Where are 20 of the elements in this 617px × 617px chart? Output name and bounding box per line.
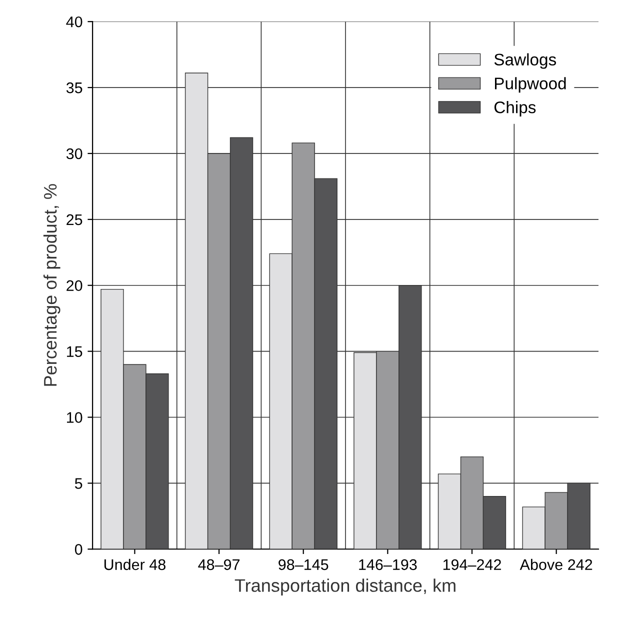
- x-tick-label: Under 48: [104, 558, 166, 570]
- y-tick-label: 25: [66, 214, 82, 226]
- legend-label: Sawlogs: [494, 53, 556, 69]
- legend-label: Chips: [494, 101, 536, 117]
- x-tick-label: 98–145: [278, 559, 328, 570]
- y-tick-label: 20: [66, 280, 82, 292]
- y-tick-label: 10: [67, 412, 82, 423]
- y-tick-label: 0: [74, 544, 82, 555]
- y-tick-label: 5: [74, 478, 82, 489]
- y-tick-label: 40: [66, 16, 82, 28]
- legend-label: Pulpwood: [494, 77, 566, 93]
- x-tick-label: Above 242: [520, 558, 592, 570]
- x-tick-label: 48–97: [198, 559, 240, 570]
- y-axis-title: Percentage of product, %: [43, 184, 60, 386]
- y-tick-label: 35: [66, 82, 82, 94]
- y-tick-label: 15: [67, 346, 82, 357]
- x-axis-title: Transportation distance, km: [234, 578, 456, 596]
- x-tick-label: 146–193: [359, 559, 417, 570]
- y-tick-label: 30: [66, 148, 82, 160]
- x-tick-label: 194–242: [443, 559, 501, 570]
